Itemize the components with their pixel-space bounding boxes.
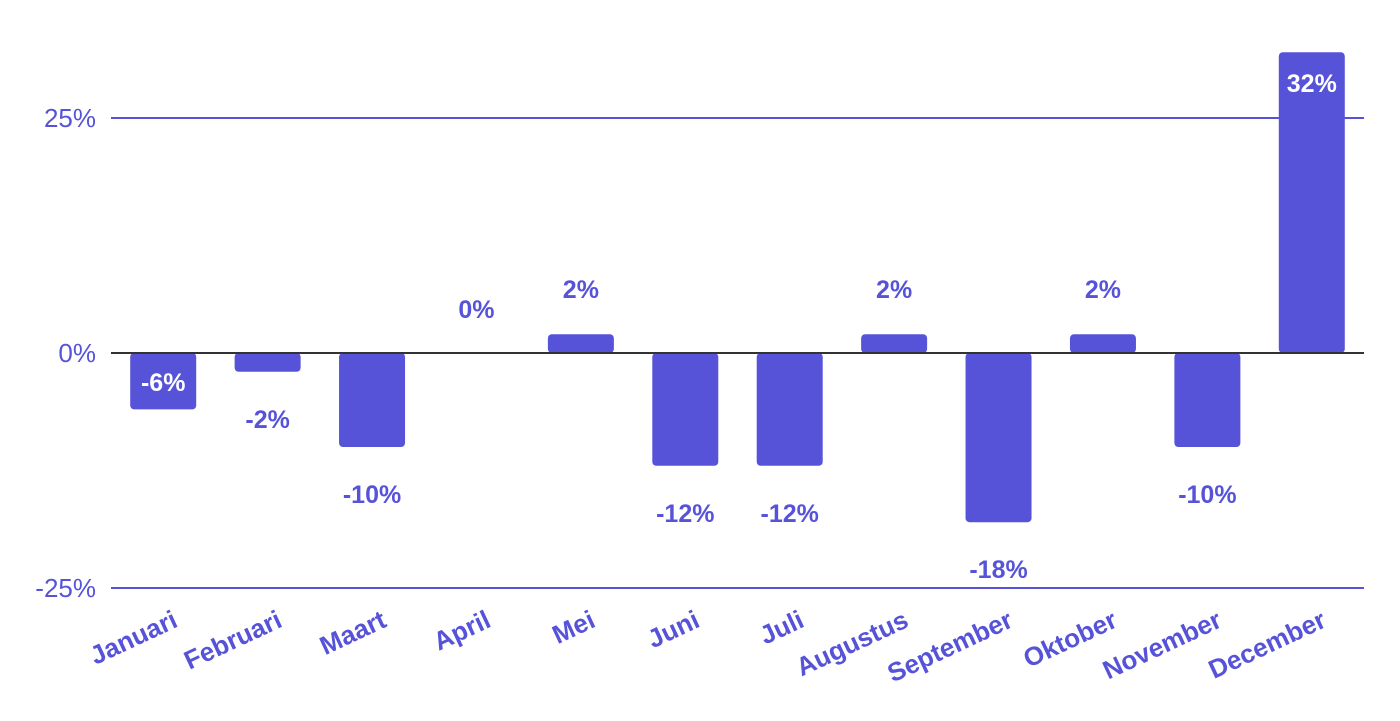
data-label: -12%	[761, 500, 819, 528]
data-label: -6%	[141, 369, 185, 397]
data-labels: -6% -2% -10% 0% 2% -12% -12% 2% -18% 2% -10% 32%	[141, 70, 1337, 584]
data-label: 2%	[563, 276, 599, 304]
data-label: -18%	[969, 556, 1027, 584]
bar-juni	[652, 353, 719, 466]
bar-december	[1278, 52, 1345, 353]
x-tick-label: April	[429, 604, 495, 656]
data-label: 2%	[1085, 276, 1121, 304]
x-tick-label: Mei	[547, 604, 599, 650]
x-tick-label: Februari	[179, 604, 286, 675]
y-tick-label: -25%	[35, 573, 96, 603]
y-tick-label: 0%	[58, 338, 96, 368]
x-tick-label: Maart	[315, 604, 391, 661]
y-tick-label: 25%	[44, 103, 96, 133]
bar-februari	[234, 353, 301, 372]
data-label: -10%	[343, 481, 401, 509]
bar-juli	[756, 353, 823, 466]
bar-september	[965, 353, 1032, 523]
bar-mei	[547, 334, 614, 353]
bars	[130, 52, 1345, 523]
gridlines	[111, 117, 1364, 589]
x-tick-label: November	[1098, 604, 1226, 685]
bar-augustus	[861, 334, 928, 353]
bar-november	[1174, 353, 1241, 447]
x-tick-label: Juni	[643, 604, 704, 654]
bar-januari	[130, 353, 197, 410]
data-label: 2%	[876, 276, 912, 304]
data-label: 32%	[1287, 70, 1337, 98]
y-axis-tick-labels: -25% 0% 25%	[35, 103, 96, 603]
x-tick-label: Januari	[85, 604, 182, 670]
bar-oktober	[1069, 334, 1136, 353]
data-label: -12%	[656, 500, 714, 528]
data-label: -2%	[245, 406, 289, 434]
data-label: -10%	[1178, 481, 1236, 509]
bar-maart	[339, 353, 406, 447]
x-tick-label: Juli	[755, 604, 808, 650]
data-label: 0%	[458, 296, 494, 324]
x-tick-label: December	[1204, 604, 1331, 684]
